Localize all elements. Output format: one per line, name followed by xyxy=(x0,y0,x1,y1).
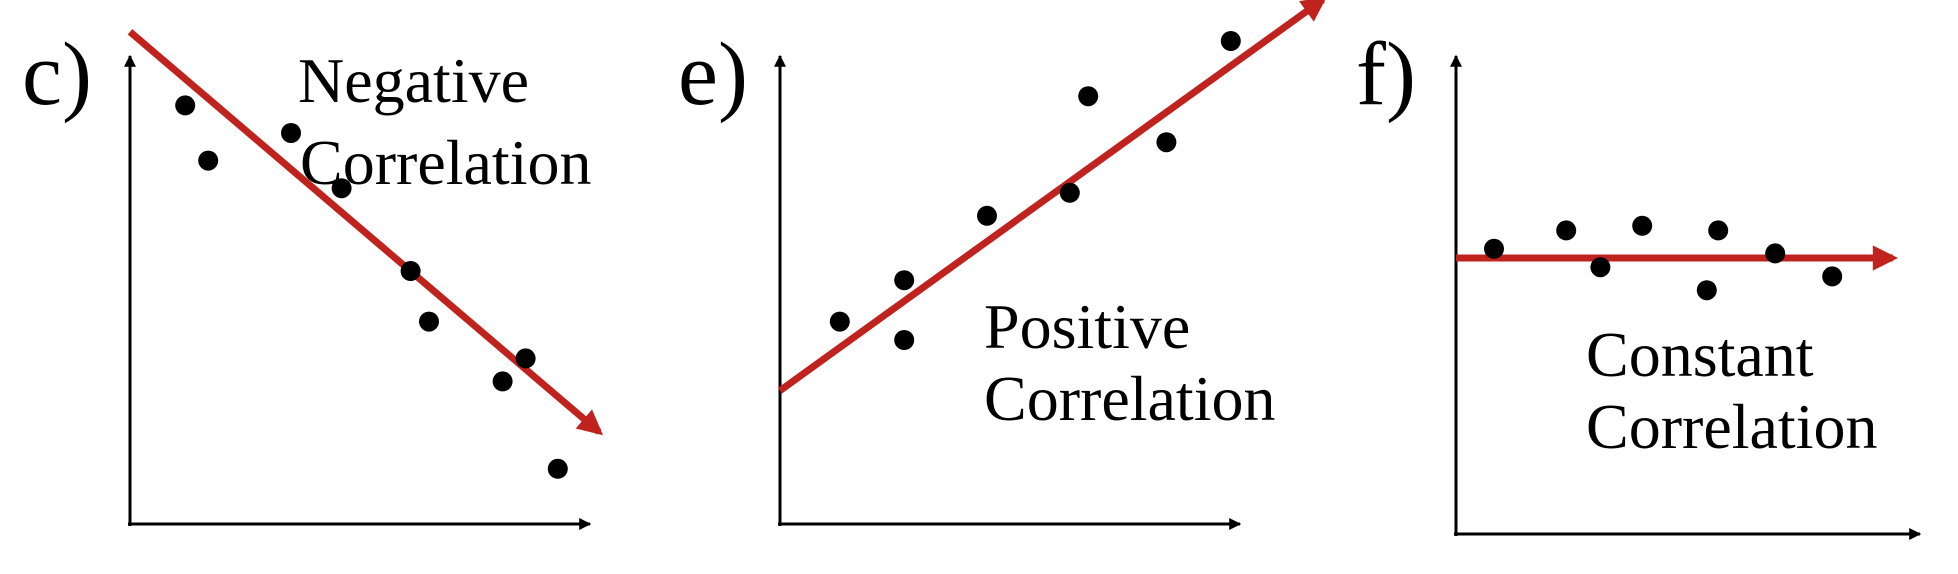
data-point-c-1 xyxy=(175,95,196,116)
panel-negative: c) Negative Correlation xyxy=(22,25,604,530)
panel-label-f: f) xyxy=(1356,25,1416,124)
data-point-f-6 xyxy=(1708,220,1729,241)
data-point-f-5 xyxy=(1696,280,1717,301)
panel-constant: f) Constant Correlation xyxy=(1356,25,1922,540)
title-line-1-c: Negative xyxy=(298,45,529,116)
panel-positive: e) Positive Correlation xyxy=(678,0,1327,530)
panel-label-c: c) xyxy=(22,25,92,124)
data-point-e-5 xyxy=(1059,182,1080,203)
scatter-points-e xyxy=(829,31,1241,350)
data-point-c-7 xyxy=(492,371,513,392)
data-point-c-3 xyxy=(281,123,301,143)
data-point-c-5 xyxy=(400,261,421,281)
data-point-f-2 xyxy=(1556,220,1577,241)
panel-label-e: e) xyxy=(678,25,748,124)
data-point-c-2 xyxy=(198,150,219,171)
trend-arrow-e xyxy=(777,0,1327,394)
title-line-1-e: Positive xyxy=(984,291,1190,362)
data-point-f-4 xyxy=(1632,215,1653,236)
data-point-f-3 xyxy=(1590,257,1611,278)
data-point-e-4 xyxy=(977,205,997,226)
title-line-2-f: Correlation xyxy=(1586,391,1877,462)
scatter-points-f xyxy=(1484,215,1843,301)
data-point-e-2 xyxy=(894,270,915,291)
data-point-e-8 xyxy=(1220,31,1241,51)
title-line-2-e: Correlation xyxy=(984,363,1275,434)
data-point-c-9 xyxy=(547,458,568,479)
data-point-f-8 xyxy=(1822,266,1843,287)
data-point-f-7 xyxy=(1765,243,1786,264)
data-point-e-3 xyxy=(894,330,915,350)
title-line-1-f: Constant xyxy=(1586,319,1814,390)
data-point-c-6 xyxy=(419,311,439,332)
data-point-f-1 xyxy=(1484,238,1504,259)
trend-line-e xyxy=(777,0,1327,394)
data-point-c-4 xyxy=(331,178,352,199)
scatter-points-c xyxy=(175,95,568,479)
data-point-e-1 xyxy=(829,311,850,332)
data-point-e-7 xyxy=(1156,132,1177,153)
data-point-c-8 xyxy=(515,348,536,369)
data-point-e-6 xyxy=(1078,86,1099,107)
